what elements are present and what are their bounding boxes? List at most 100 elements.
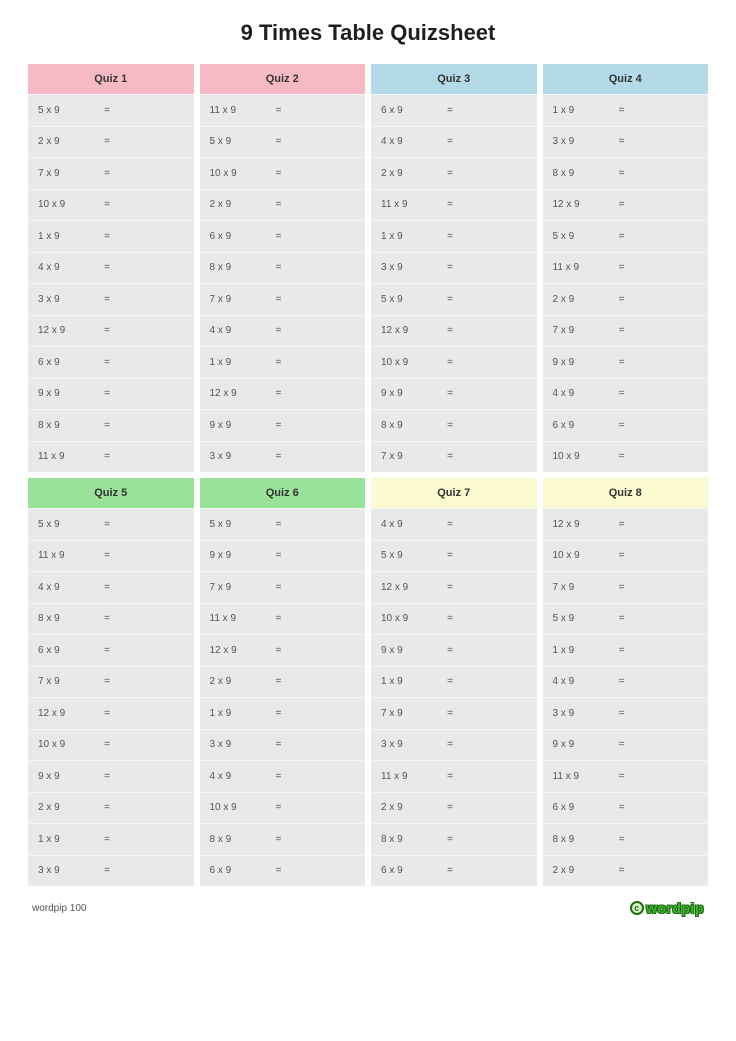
quiz-row: 2 x 9=: [371, 157, 537, 189]
equals-sign: =: [619, 834, 642, 845]
equals-sign: =: [447, 105, 470, 116]
equals-sign: =: [104, 550, 127, 561]
quiz-row: 5 x 9=: [28, 508, 194, 540]
equals-sign: =: [447, 231, 470, 242]
footer: wordpip 100 c wordpip: [28, 900, 708, 916]
quiz-row: 12 x 9=: [28, 697, 194, 729]
quiz-row: 6 x 9=: [543, 409, 709, 441]
equals-sign: =: [619, 199, 642, 210]
quiz-row: 6 x 9=: [28, 346, 194, 378]
quiz-row: 11 x 9=: [543, 760, 709, 792]
equals-sign: =: [276, 262, 299, 273]
question-text: 2 x 9: [543, 294, 619, 305]
quiz-row: 5 x 9=: [371, 540, 537, 572]
equals-sign: =: [619, 105, 642, 116]
question-text: 10 x 9: [543, 550, 619, 561]
equals-sign: =: [619, 802, 642, 813]
question-text: 6 x 9: [371, 105, 447, 116]
equals-sign: =: [619, 357, 642, 368]
question-text: 12 x 9: [28, 708, 104, 719]
page-title: 9 Times Table Quizsheet: [28, 20, 708, 46]
equals-sign: =: [619, 550, 642, 561]
quiz-row: 7 x 9=: [200, 283, 366, 315]
equals-sign: =: [104, 834, 127, 845]
equals-sign: =: [276, 865, 299, 876]
question-text: 7 x 9: [28, 676, 104, 687]
question-text: 3 x 9: [543, 708, 619, 719]
equals-sign: =: [276, 802, 299, 813]
equals-sign: =: [276, 231, 299, 242]
quiz-row: 5 x 9=: [543, 220, 709, 252]
quiz-row: 10 x 9=: [200, 792, 366, 824]
question-text: 4 x 9: [28, 262, 104, 273]
equals-sign: =: [104, 708, 127, 719]
question-text: 5 x 9: [200, 136, 276, 147]
quiz-row: 3 x 9=: [28, 855, 194, 887]
question-text: 10 x 9: [543, 451, 619, 462]
question-text: 12 x 9: [28, 325, 104, 336]
equals-sign: =: [276, 199, 299, 210]
quiz-row: 2 x 9=: [371, 792, 537, 824]
wordpip-logo: c wordpip: [630, 900, 704, 916]
quiz-row: 10 x 9=: [371, 603, 537, 635]
equals-sign: =: [276, 451, 299, 462]
question-text: 4 x 9: [28, 582, 104, 593]
question-text: 8 x 9: [28, 420, 104, 431]
question-text: 8 x 9: [543, 834, 619, 845]
quiz-row: 5 x 9=: [200, 508, 366, 540]
question-text: 11 x 9: [28, 550, 104, 561]
question-text: 11 x 9: [200, 613, 276, 624]
equals-sign: =: [276, 357, 299, 368]
equals-sign: =: [447, 739, 470, 750]
question-text: 6 x 9: [28, 645, 104, 656]
question-text: 5 x 9: [543, 613, 619, 624]
equals-sign: =: [104, 739, 127, 750]
quiz-row: 10 x 9=: [28, 729, 194, 761]
equals-sign: =: [104, 771, 127, 782]
quiz-row: 12 x 9=: [543, 189, 709, 221]
quiz-row: 1 x 9=: [28, 823, 194, 855]
question-text: 11 x 9: [200, 105, 276, 116]
quiz-row: 4 x 9=: [543, 666, 709, 698]
equals-sign: =: [104, 199, 127, 210]
question-text: 2 x 9: [28, 802, 104, 813]
quiz-row: 2 x 9=: [543, 855, 709, 887]
equals-sign: =: [619, 645, 642, 656]
equals-sign: =: [619, 262, 642, 273]
quiz-row: 4 x 9=: [543, 378, 709, 410]
question-text: 6 x 9: [543, 802, 619, 813]
quiz-box: Quiz 812 x 9=10 x 9=7 x 9=5 x 9=1 x 9=4 …: [543, 478, 709, 886]
equals-sign: =: [276, 834, 299, 845]
quiz-row: 1 x 9=: [543, 94, 709, 126]
quiz-header: Quiz 3: [371, 64, 537, 94]
equals-sign: =: [104, 645, 127, 656]
equals-sign: =: [276, 708, 299, 719]
equals-sign: =: [104, 262, 127, 273]
equals-sign: =: [447, 802, 470, 813]
question-text: 3 x 9: [28, 865, 104, 876]
equals-sign: =: [619, 388, 642, 399]
question-text: 1 x 9: [28, 834, 104, 845]
question-text: 3 x 9: [371, 739, 447, 750]
quiz-row: 8 x 9=: [28, 409, 194, 441]
quiz-row: 4 x 9=: [371, 126, 537, 158]
quiz-row: 3 x 9=: [371, 252, 537, 284]
question-text: 1 x 9: [543, 105, 619, 116]
quiz-row: 3 x 9=: [543, 126, 709, 158]
question-text: 11 x 9: [371, 199, 447, 210]
quiz-row: 1 x 9=: [28, 220, 194, 252]
equals-sign: =: [104, 582, 127, 593]
equals-sign: =: [276, 136, 299, 147]
quiz-row: 8 x 9=: [371, 409, 537, 441]
question-text: 11 x 9: [543, 771, 619, 782]
quiz-row: 9 x 9=: [28, 760, 194, 792]
quiz-row: 12 x 9=: [200, 378, 366, 410]
question-text: 5 x 9: [371, 550, 447, 561]
quiz-header: Quiz 7: [371, 478, 537, 508]
question-text: 12 x 9: [200, 388, 276, 399]
quiz-row: 3 x 9=: [543, 697, 709, 729]
quiz-row: 9 x 9=: [371, 378, 537, 410]
question-text: 10 x 9: [28, 739, 104, 750]
question-text: 4 x 9: [371, 519, 447, 530]
equals-sign: =: [447, 199, 470, 210]
